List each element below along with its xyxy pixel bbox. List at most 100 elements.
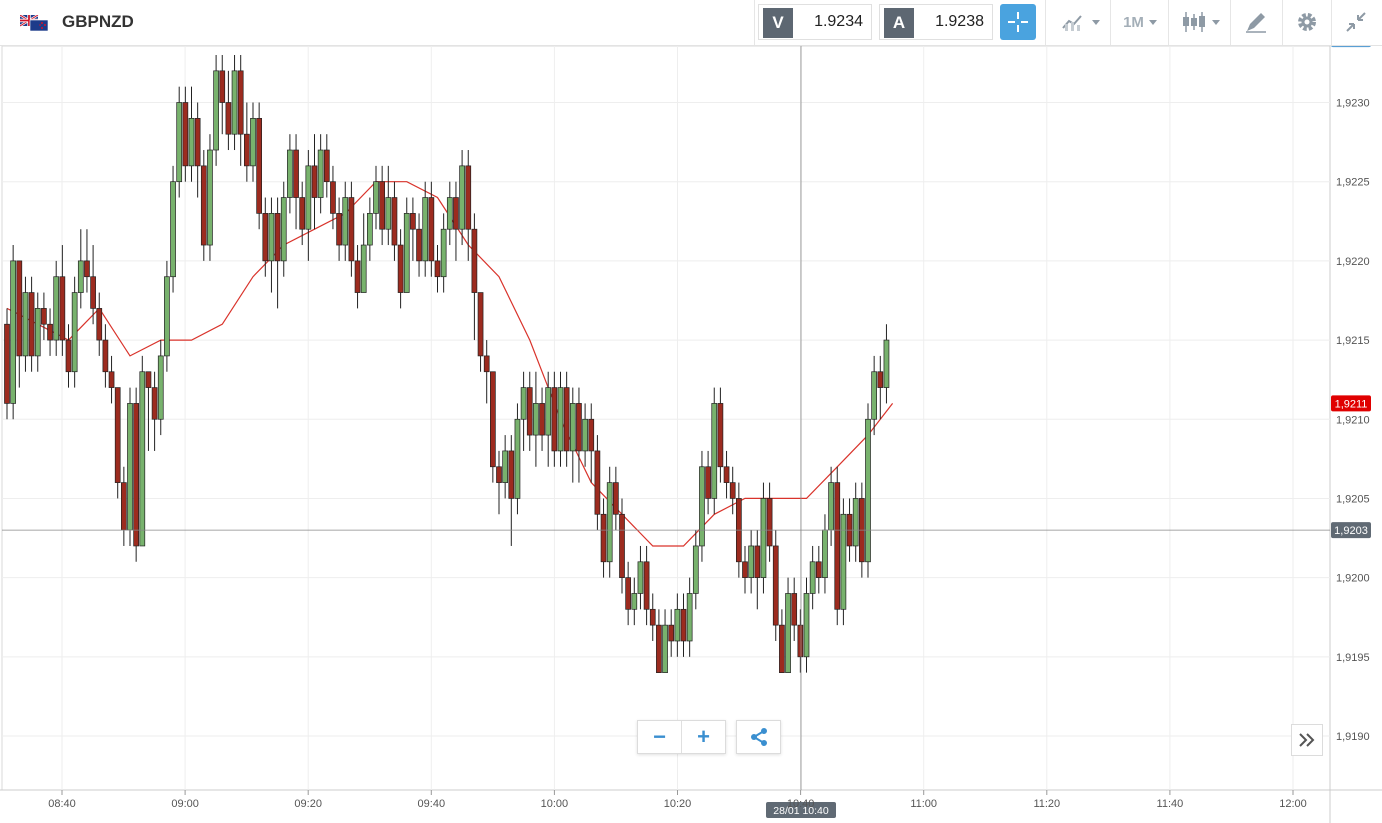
candle-body [348, 197, 355, 262]
candle [410, 197, 416, 261]
crosshair-button[interactable] [1000, 4, 1036, 40]
candle-body [41, 308, 47, 325]
candle-body [551, 387, 558, 452]
candle [766, 482, 773, 562]
candle-body [391, 197, 398, 246]
candle [600, 498, 607, 578]
candle-body [815, 561, 822, 578]
candle-body [797, 624, 804, 658]
timeframe-selector[interactable]: 1M [1115, 4, 1165, 40]
candle-body [545, 387, 552, 436]
candle-body [594, 450, 601, 515]
candle-body [754, 545, 761, 578]
candle [803, 577, 810, 673]
candle [606, 466, 613, 578]
chart-type-button[interactable] [1175, 4, 1225, 40]
candle [865, 403, 871, 578]
candle-body [34, 308, 41, 357]
candle-body [182, 102, 189, 167]
candle-body [96, 308, 103, 341]
buy-price-box[interactable]: A 1.9238 [879, 4, 993, 40]
draw-icon [1246, 13, 1266, 33]
candle [619, 498, 625, 594]
candle-body [28, 292, 35, 357]
candle-body [612, 482, 619, 515]
candle-body [151, 387, 158, 420]
candle-body [772, 545, 779, 626]
candle [145, 371, 152, 451]
candle [176, 86, 183, 198]
candle [742, 545, 748, 594]
candle-body [440, 228, 447, 278]
zoom-out-button[interactable]: − [653, 724, 666, 749]
candle-body [483, 355, 490, 373]
candle-body [803, 593, 810, 658]
candle-body [373, 181, 379, 214]
candle [631, 577, 638, 626]
candle-body [311, 165, 318, 198]
plot-area [1, 46, 1331, 791]
share-button[interactable] [737, 721, 780, 753]
draw-tools-button[interactable] [1238, 4, 1274, 40]
candle-body [496, 466, 502, 483]
candle [533, 371, 539, 467]
candle [213, 55, 219, 166]
candle [151, 371, 158, 451]
candle-body [865, 418, 871, 563]
candle-body [164, 276, 170, 357]
candle-body [90, 276, 96, 309]
candle-body [65, 339, 72, 373]
candle-body [410, 213, 416, 230]
candle [785, 577, 791, 674]
candle-body [256, 117, 262, 214]
candle [317, 134, 324, 214]
candle [262, 197, 269, 277]
candle [323, 134, 330, 198]
candle [225, 70, 232, 151]
candle [834, 466, 841, 626]
candle-body [840, 513, 847, 610]
buy-price: 1.9238 [935, 13, 984, 30]
candle-body [569, 403, 576, 452]
candle [852, 482, 859, 562]
candle [459, 150, 465, 246]
candle-body [336, 213, 342, 246]
current-price-badge-label: 1,9211 [1335, 398, 1368, 410]
candle [299, 181, 306, 246]
candle [200, 150, 207, 261]
candle-body [588, 418, 595, 452]
candle [662, 609, 668, 674]
collapse-button[interactable] [1338, 4, 1374, 40]
candle-body [723, 466, 730, 483]
candle-body [305, 165, 312, 230]
candle-body [852, 498, 859, 547]
candle-body [120, 482, 127, 531]
candle [551, 371, 558, 467]
candle-body [600, 513, 607, 563]
candle [477, 292, 484, 372]
candle-body [194, 117, 201, 167]
candle [656, 609, 662, 674]
y-tick-label: 1,9215 [1336, 335, 1370, 347]
candle-body [280, 197, 287, 262]
candle-body [471, 228, 478, 293]
candle-body [379, 181, 385, 230]
candle [108, 355, 115, 404]
candle [84, 229, 90, 293]
price-chart[interactable]: 28/01 10:40 1,9190 1,9195 1,9200 1,9205 1,92… [0, 46, 1382, 823]
moving-average-line [6, 181, 894, 547]
settings-button[interactable] [1289, 4, 1325, 40]
candle [305, 150, 312, 261]
zoom-in-button[interactable]: + [681, 721, 725, 753]
sell-price-box[interactable]: V 1.9234 [758, 4, 872, 40]
candle-body [397, 244, 404, 293]
x-tick-label: 09:20 [294, 798, 322, 810]
uk-nz-flag-icon [20, 15, 48, 31]
expand-panel-button[interactable] [1291, 724, 1323, 756]
candle [139, 355, 146, 547]
x-tick-label: 11:40 [1157, 798, 1184, 810]
candle [453, 181, 459, 261]
indicators-button[interactable] [1055, 4, 1105, 40]
candle [342, 181, 349, 261]
candle [514, 403, 521, 515]
